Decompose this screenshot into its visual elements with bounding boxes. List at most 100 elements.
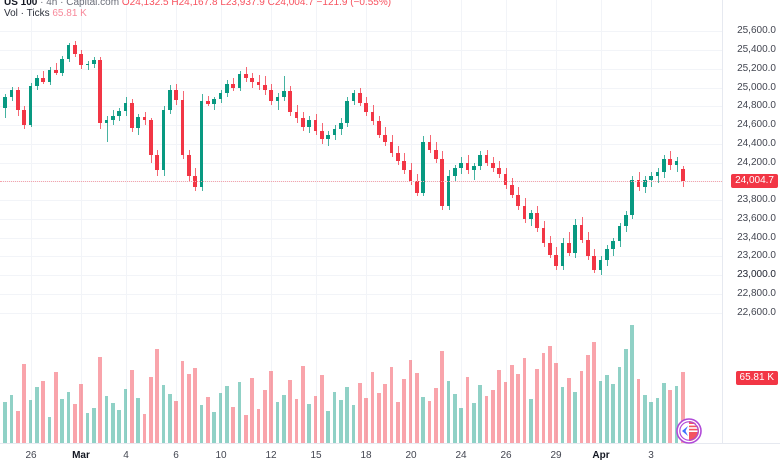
gridline-horizontal bbox=[0, 143, 722, 145]
gridline-horizontal bbox=[0, 256, 722, 258]
current-price-badge[interactable]: 24,004.7 bbox=[731, 173, 778, 188]
candle-body bbox=[636, 179, 641, 187]
volume-bar bbox=[231, 406, 236, 443]
candle-body bbox=[617, 226, 622, 242]
legend-symbol[interactable]: US 100 bbox=[4, 0, 38, 8]
candle-body bbox=[674, 160, 679, 165]
price-chart-plot[interactable] bbox=[0, 0, 722, 443]
candle-body bbox=[142, 116, 147, 121]
volume-bar bbox=[503, 381, 508, 443]
chart-legend-symbol-row[interactable]: US 100 · 4h · Capital.com O24,132.5 H24,… bbox=[4, 0, 391, 8]
volume-bar bbox=[490, 390, 495, 443]
time-axis-label: 26 bbox=[25, 450, 37, 461]
gridline-vertical bbox=[221, 0, 222, 443]
candle-body bbox=[281, 91, 286, 97]
candle-body bbox=[275, 97, 280, 101]
volume-bar bbox=[275, 402, 280, 443]
volume-bar bbox=[22, 363, 27, 443]
volume-value-badge[interactable]: 65.81 K bbox=[735, 371, 778, 385]
gridline-vertical bbox=[366, 0, 367, 443]
volume-bar bbox=[585, 355, 590, 443]
legend-timeframe[interactable]: 4h bbox=[46, 0, 58, 8]
volume-bar bbox=[573, 391, 578, 443]
candle-wick bbox=[56, 63, 57, 76]
volume-bar bbox=[452, 393, 457, 443]
candle-body bbox=[516, 194, 521, 206]
candle-body bbox=[224, 83, 229, 94]
gridline-horizontal bbox=[0, 68, 722, 70]
volume-bar bbox=[224, 386, 229, 443]
candle-body bbox=[218, 93, 223, 99]
volume-bar bbox=[566, 377, 571, 443]
price-axis-label: 23,000.0 bbox=[737, 269, 776, 281]
candle-body bbox=[478, 155, 483, 167]
candle-body bbox=[528, 213, 533, 219]
volume-bar bbox=[60, 399, 65, 443]
candle-body bbox=[34, 78, 39, 86]
candle-body bbox=[547, 243, 552, 255]
volume-bar bbox=[66, 391, 71, 443]
candle-body bbox=[332, 128, 337, 135]
price-axis-label: 25,400.0 bbox=[737, 44, 776, 56]
time-axis-label: Apr bbox=[592, 450, 610, 461]
volume-bar bbox=[459, 407, 464, 443]
candle-body bbox=[433, 149, 438, 159]
candle-body bbox=[155, 155, 160, 171]
volume-bar bbox=[269, 371, 274, 443]
gridline-vertical bbox=[556, 0, 557, 443]
candle-body bbox=[262, 84, 267, 90]
volume-bar bbox=[535, 368, 540, 443]
volume-bar bbox=[395, 402, 400, 443]
candle-body bbox=[459, 162, 464, 169]
volume-bar bbox=[129, 370, 134, 443]
volume-bar bbox=[161, 385, 166, 443]
gridline-horizontal bbox=[0, 87, 722, 89]
candle-wick bbox=[651, 172, 652, 187]
candle-wick bbox=[284, 76, 285, 101]
candle-body bbox=[123, 102, 128, 112]
candle-body bbox=[604, 248, 609, 261]
time-axis-label: 20 bbox=[405, 450, 417, 461]
price-axis[interactable]: 25,600.0 25,400.0 25,200.0 25,000.0 24,800.0… bbox=[722, 0, 780, 443]
volume-bar bbox=[338, 400, 343, 443]
volume-bar bbox=[661, 382, 666, 443]
candle-body bbox=[60, 58, 65, 73]
candle-body bbox=[237, 73, 242, 88]
volume-bar bbox=[237, 381, 242, 443]
volume-bar bbox=[471, 403, 476, 443]
volume-bar bbox=[193, 367, 198, 443]
candle-body bbox=[174, 89, 179, 100]
candle-body bbox=[110, 115, 115, 120]
time-axis[interactable]: 26 Mar 4 6 10 12 15 18 20 24 26 29 Apr 3 bbox=[0, 443, 780, 470]
candle-body bbox=[98, 59, 103, 124]
time-axis-label: 6 bbox=[173, 450, 179, 461]
candle-body bbox=[484, 155, 489, 163]
candle-body bbox=[503, 173, 508, 186]
volume-bar bbox=[180, 361, 185, 443]
candle-body bbox=[288, 91, 293, 112]
volume-bar bbox=[560, 387, 565, 443]
price-axis-label: 24,600.0 bbox=[737, 119, 776, 131]
candle-body bbox=[319, 130, 324, 140]
candle-body bbox=[642, 179, 647, 187]
gridline-horizontal bbox=[0, 275, 722, 277]
gridline-vertical bbox=[271, 0, 272, 443]
legend-volume-value: 65.81 K bbox=[52, 8, 87, 19]
chart-legend-volume-row[interactable]: Vol · Ticks 65.81 K bbox=[4, 8, 87, 20]
volume-bar bbox=[541, 352, 546, 443]
candle-body bbox=[522, 205, 527, 219]
candle-body bbox=[300, 117, 305, 127]
candle-body bbox=[661, 158, 666, 172]
volume-bar bbox=[167, 393, 172, 443]
candle-body bbox=[649, 175, 654, 180]
volume-bar bbox=[243, 415, 248, 443]
candle-body bbox=[680, 168, 685, 181]
legend-change: −121.9 (−0.55%) bbox=[316, 0, 392, 8]
candle-body bbox=[91, 59, 96, 65]
candle-body bbox=[9, 89, 14, 97]
price-axis-label: 24,200.0 bbox=[737, 156, 776, 168]
candle-body bbox=[509, 185, 514, 195]
volume-bar bbox=[414, 373, 419, 443]
candle-body bbox=[307, 119, 312, 127]
time-axis-label: 24 bbox=[455, 450, 467, 461]
